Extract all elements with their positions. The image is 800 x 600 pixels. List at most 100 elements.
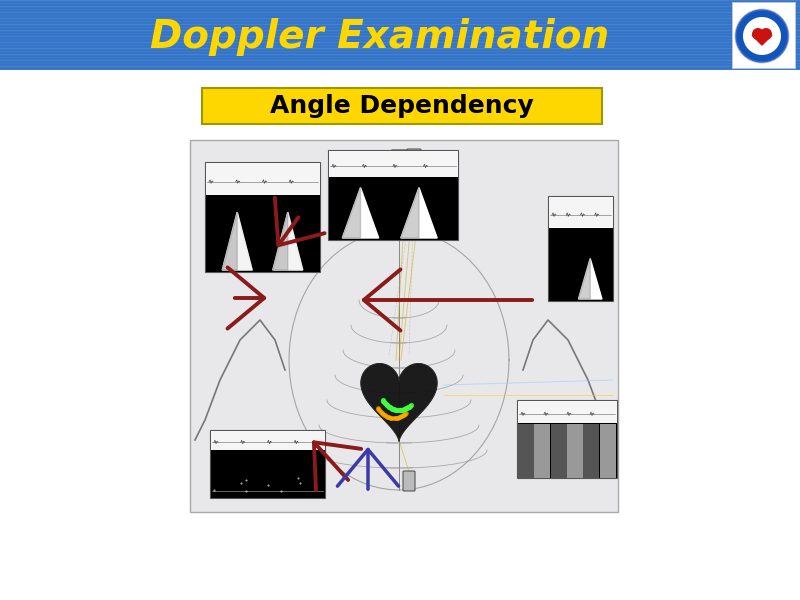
Point bbox=[394, 405, 406, 415]
Polygon shape bbox=[342, 188, 361, 238]
Point bbox=[377, 395, 390, 404]
Circle shape bbox=[735, 9, 789, 63]
Polygon shape bbox=[273, 212, 302, 270]
Point bbox=[380, 400, 393, 409]
FancyBboxPatch shape bbox=[403, 471, 415, 491]
Polygon shape bbox=[273, 212, 302, 270]
Bar bbox=[518, 401, 617, 423]
Point bbox=[383, 402, 396, 412]
Point bbox=[374, 406, 386, 416]
Polygon shape bbox=[578, 259, 590, 299]
Polygon shape bbox=[222, 212, 252, 270]
Bar bbox=[600, 424, 615, 478]
Bar bbox=[583, 424, 599, 478]
Point bbox=[392, 405, 405, 415]
Point bbox=[398, 409, 411, 419]
Point bbox=[395, 405, 408, 415]
Bar bbox=[328, 150, 458, 240]
Point bbox=[374, 407, 387, 416]
Point bbox=[394, 412, 407, 421]
Polygon shape bbox=[752, 35, 772, 45]
Bar bbox=[329, 177, 458, 239]
Point bbox=[373, 405, 386, 415]
Bar bbox=[210, 451, 325, 497]
Bar bbox=[549, 196, 613, 227]
FancyBboxPatch shape bbox=[407, 149, 421, 186]
Point bbox=[381, 401, 394, 410]
Point bbox=[379, 410, 392, 420]
Point bbox=[398, 410, 410, 419]
Bar bbox=[210, 430, 325, 498]
Point bbox=[376, 409, 389, 418]
Point bbox=[398, 404, 411, 413]
Point bbox=[398, 404, 410, 414]
Bar bbox=[190, 140, 618, 512]
Point bbox=[375, 408, 388, 418]
Point bbox=[399, 409, 412, 418]
Circle shape bbox=[760, 28, 772, 40]
Bar bbox=[206, 163, 319, 194]
Polygon shape bbox=[222, 212, 237, 270]
Point bbox=[401, 403, 414, 413]
Polygon shape bbox=[401, 188, 437, 238]
Point bbox=[384, 413, 397, 422]
Polygon shape bbox=[361, 364, 437, 441]
Point bbox=[378, 410, 390, 419]
Point bbox=[379, 399, 392, 409]
Bar bbox=[549, 227, 613, 301]
Point bbox=[378, 398, 391, 407]
Circle shape bbox=[743, 17, 781, 55]
Point bbox=[390, 413, 403, 422]
Point bbox=[372, 404, 385, 413]
Point bbox=[371, 403, 384, 412]
Point bbox=[390, 413, 402, 423]
Point bbox=[387, 404, 400, 414]
Polygon shape bbox=[273, 212, 288, 270]
Point bbox=[381, 412, 394, 421]
Point bbox=[399, 404, 412, 413]
Point bbox=[393, 412, 406, 422]
Bar bbox=[732, 2, 795, 68]
Bar bbox=[518, 424, 534, 478]
Point bbox=[403, 401, 416, 411]
Point bbox=[394, 412, 406, 422]
Point bbox=[396, 411, 409, 421]
Polygon shape bbox=[342, 188, 378, 238]
Point bbox=[404, 400, 417, 410]
Point bbox=[382, 401, 394, 411]
Bar bbox=[329, 151, 458, 176]
Point bbox=[386, 413, 399, 423]
Bar bbox=[517, 400, 617, 478]
Text: Angle Dependency: Angle Dependency bbox=[270, 94, 534, 118]
Bar bbox=[567, 424, 583, 478]
Point bbox=[377, 396, 390, 406]
Circle shape bbox=[736, 10, 788, 62]
Polygon shape bbox=[578, 259, 602, 299]
Point bbox=[402, 403, 414, 412]
Bar bbox=[210, 431, 325, 450]
Polygon shape bbox=[222, 212, 252, 270]
Bar bbox=[205, 162, 320, 272]
Point bbox=[388, 404, 401, 414]
Point bbox=[389, 405, 402, 415]
Point bbox=[380, 411, 393, 421]
Point bbox=[386, 404, 398, 413]
Polygon shape bbox=[401, 188, 419, 238]
Point bbox=[378, 397, 390, 407]
Bar bbox=[0, 0, 800, 70]
Point bbox=[377, 409, 390, 419]
Bar bbox=[202, 88, 602, 124]
Point bbox=[390, 405, 403, 415]
Point bbox=[385, 403, 398, 413]
Point bbox=[391, 405, 404, 415]
Bar bbox=[548, 196, 613, 301]
Point bbox=[402, 402, 415, 412]
Point bbox=[397, 410, 410, 420]
Circle shape bbox=[752, 28, 764, 40]
Text: Doppler Examination: Doppler Examination bbox=[150, 18, 610, 56]
Point bbox=[384, 403, 397, 412]
Bar bbox=[550, 424, 566, 478]
Point bbox=[383, 412, 396, 422]
Bar bbox=[206, 195, 319, 271]
Point bbox=[382, 412, 394, 422]
